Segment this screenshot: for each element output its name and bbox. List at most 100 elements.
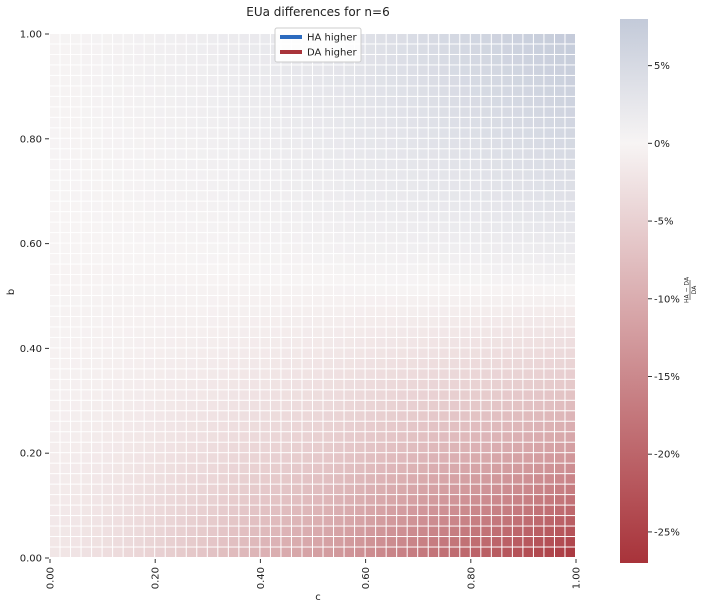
heatmap-cell [302,138,312,149]
heatmap-cell [523,170,533,180]
heatmap-cell [134,337,144,348]
heatmap-cell [228,96,239,107]
heatmap-cell [144,44,155,54]
heatmap-cell [355,128,365,138]
heatmap-cell [71,463,81,474]
heatmap-cell [418,547,428,557]
heatmap-cell [134,369,144,379]
heatmap-cell [470,316,481,327]
heatmap-cell [197,442,207,453]
heatmap-cell [197,201,207,212]
heatmap-cell [123,547,134,557]
heatmap-cell [323,474,334,484]
heatmap-cell [344,316,355,327]
heatmap-cell [323,264,334,275]
heatmap-cell [302,107,312,117]
heatmap-cell [186,516,197,526]
heatmap-cell [102,191,113,201]
heatmap-cell [533,201,544,212]
heatmap-cell [491,201,502,212]
heatmap-cell [565,442,575,453]
heatmap-cell [50,484,60,495]
heatmap-cell [470,547,481,557]
heatmap-cell [60,222,71,233]
heatmap-cell [554,212,565,222]
heatmap-cell [323,484,334,495]
heatmap-cell [291,411,302,421]
heatmap-cell [512,285,523,295]
heatmap-cell [249,243,260,254]
heatmap-cell [50,327,60,337]
heatmap-cell [334,547,344,557]
heatmap-cell [176,128,186,138]
heatmap-cell [386,201,397,212]
heatmap-cell [165,432,176,442]
heatmap-cell [239,453,249,463]
heatmap-cell [165,474,176,484]
heatmap-cell [92,547,102,557]
heatmap-cell [544,526,554,537]
heatmap-cell [565,348,575,358]
heatmap-cell [355,212,365,222]
heatmap-cell [291,390,302,400]
heatmap-cell [418,65,428,75]
heatmap-cell [533,547,544,557]
heatmap-cell [260,369,270,379]
heatmap-cell [270,526,281,537]
heatmap-cell [228,65,239,75]
heatmap-cell [134,180,144,191]
heatmap-cell [334,390,344,400]
heatmap-cell [197,75,207,86]
heatmap-cell [365,547,376,557]
heatmap-cell [113,296,123,306]
heatmap-cell [302,296,312,306]
heatmap-cell [270,243,281,254]
heatmap-cell [260,65,270,75]
heatmap-cell [523,191,533,201]
heatmap-cell [218,379,228,390]
heatmap-cell [565,180,575,191]
heatmap-cell [554,484,565,495]
heatmap-cell [523,421,533,432]
heatmap-cell [523,316,533,327]
heatmap-cell [50,180,60,191]
heatmap-cell [407,65,418,75]
heatmap-cell [544,390,554,400]
heatmap-cell [113,411,123,421]
heatmap-cell [260,264,270,275]
heatmap-cell [155,254,165,264]
heatmap-cell [470,463,481,474]
heatmap-cell [323,233,334,243]
heatmap-cell [397,296,407,306]
heatmap-cell [323,285,334,295]
heatmap-cell [334,421,344,432]
heatmap-cell [81,86,92,96]
heatmap-cell [512,348,523,358]
heatmap-cell [197,86,207,96]
heatmap-cell [291,170,302,180]
heatmap-cell [50,86,60,96]
heatmap-cell [249,463,260,474]
heatmap-cell [481,159,491,170]
heatmap-cell [344,212,355,222]
heatmap-cell [365,463,376,474]
heatmap-cell [102,233,113,243]
heatmap-cell [270,180,281,191]
heatmap-cell [102,505,113,516]
heatmap-cell [92,379,102,390]
heatmap-cell [92,159,102,170]
heatmap-cell [207,495,218,505]
heatmap-cell [397,201,407,212]
heatmap-cell [491,159,502,170]
heatmap-cell [165,96,176,107]
heatmap-cell [334,516,344,526]
heatmap-cell [334,96,344,107]
heatmap-cell [123,400,134,411]
heatmap-cell [239,306,249,316]
heatmap-cell [260,107,270,117]
heatmap-cell [176,54,186,65]
heatmap-cell [502,254,512,264]
heatmap-cell [71,149,81,159]
heatmap-cell [92,516,102,526]
heatmap-cell [512,316,523,327]
